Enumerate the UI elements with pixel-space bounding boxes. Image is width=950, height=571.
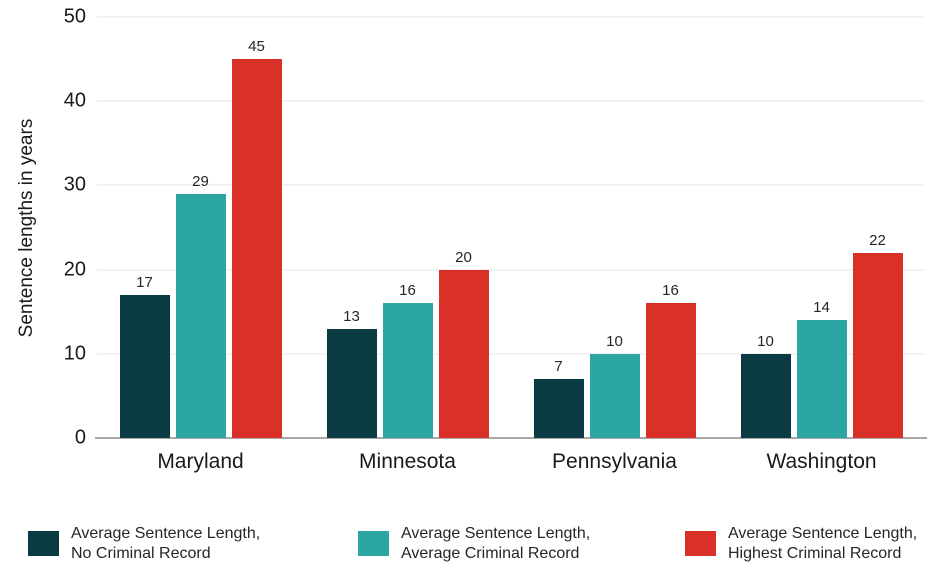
- legend-swatch: [358, 531, 389, 557]
- bar-value-label: 13: [343, 307, 360, 325]
- bar: [438, 269, 489, 438]
- legend-label: Average Sentence Length, Average Criminal…: [401, 524, 590, 563]
- legend-swatch: [685, 531, 716, 557]
- bar-value-label: 17: [136, 273, 153, 291]
- bar: [852, 252, 903, 438]
- bar-groups: 17 29 45 13 16 20 7 10 16 10 14 22: [97, 17, 925, 438]
- legend-label-line: Highest Criminal Record: [728, 544, 902, 562]
- legend-item: Average Sentence Length, No Criminal Reco…: [28, 524, 260, 563]
- bar-value-label: 7: [554, 358, 563, 376]
- legend-label-line: Average Criminal Record: [401, 544, 580, 562]
- bar-slot: 10: [740, 17, 791, 438]
- legend-label-line: Average Sentence Length,: [401, 525, 591, 542]
- bar-value-label: 10: [606, 332, 623, 350]
- bar: [175, 193, 226, 438]
- legend-label: Average Sentence Length, Highest Criminal…: [728, 524, 917, 563]
- bar-slot: 13: [326, 17, 377, 438]
- bar: [740, 353, 791, 438]
- bar-slot: 29: [175, 17, 226, 438]
- bar-slot: 14: [796, 17, 847, 438]
- y-tick-label: 40: [63, 89, 86, 112]
- bar-value-label: 10: [757, 332, 774, 350]
- gridline: [97, 16, 925, 18]
- legend-label-line: No Criminal Record: [71, 544, 211, 562]
- bar-slot: 16: [382, 17, 433, 438]
- y-axis-ticks: 0 10 20 30 40 50: [0, 6, 86, 449]
- plot-area: 17 29 45 13 16 20 7 10 16 10 14 22: [95, 16, 927, 439]
- legend-label-line: Average Sentence Length,: [71, 525, 261, 542]
- bar-value-label: 45: [248, 38, 265, 56]
- legend-swatch: [28, 531, 59, 557]
- y-tick-label: 50: [63, 5, 86, 28]
- y-tick-label: 20: [63, 258, 86, 281]
- bar-value-label: 14: [813, 299, 830, 317]
- bar-slot: 17: [119, 17, 170, 438]
- legend-item: Average Sentence Length, Highest Criminal…: [685, 524, 917, 563]
- y-tick-label: 10: [63, 342, 86, 365]
- bar-value-label: 16: [399, 282, 416, 300]
- gridline: [97, 184, 925, 186]
- x-axis-category-label: Pennsylvania: [552, 450, 677, 473]
- legend: Average Sentence Length, No Criminal Reco…: [0, 520, 950, 570]
- bar-slot: 16: [645, 17, 696, 438]
- bar: [382, 303, 433, 438]
- legend-label: Average Sentence Length, No Criminal Reco…: [71, 524, 260, 563]
- legend-label-line: Average Sentence Length,: [728, 525, 918, 542]
- bar-slot: 22: [852, 17, 903, 438]
- gridline: [97, 100, 925, 102]
- bar-group: 13 16 20: [304, 17, 511, 438]
- bar-slot: 20: [438, 17, 489, 438]
- x-axis-category-label: Washington: [766, 450, 877, 473]
- bar-slot: 10: [589, 17, 640, 438]
- bar-group: 7 10 16: [511, 17, 718, 438]
- bar-slot: 7: [533, 17, 584, 438]
- bar: [231, 59, 282, 438]
- bar-group: 10 14 22: [718, 17, 925, 438]
- bar-group: 17 29 45: [97, 17, 304, 438]
- x-axis-category-label: Minnesota: [359, 450, 456, 473]
- bar: [796, 320, 847, 438]
- legend-item: Average Sentence Length, Average Criminal…: [358, 524, 590, 563]
- bar-value-label: 22: [869, 231, 886, 249]
- x-axis-labels: Maryland Minnesota Pennsylvania Washington: [97, 450, 925, 474]
- bar: [533, 379, 584, 438]
- bar-slot: 45: [231, 17, 282, 438]
- y-tick-label: 0: [74, 426, 86, 449]
- bar-value-label: 29: [192, 172, 209, 190]
- gridline: [97, 353, 925, 355]
- bar: [645, 303, 696, 438]
- bar: [119, 294, 170, 438]
- bar-value-label: 20: [455, 248, 472, 266]
- gridline: [97, 269, 925, 271]
- x-axis-line: [95, 437, 927, 439]
- bar: [589, 353, 640, 438]
- x-axis-category-label: Maryland: [157, 450, 244, 473]
- bar: [326, 328, 377, 438]
- y-tick-label: 30: [63, 173, 86, 196]
- bar-value-label: 16: [662, 282, 679, 300]
